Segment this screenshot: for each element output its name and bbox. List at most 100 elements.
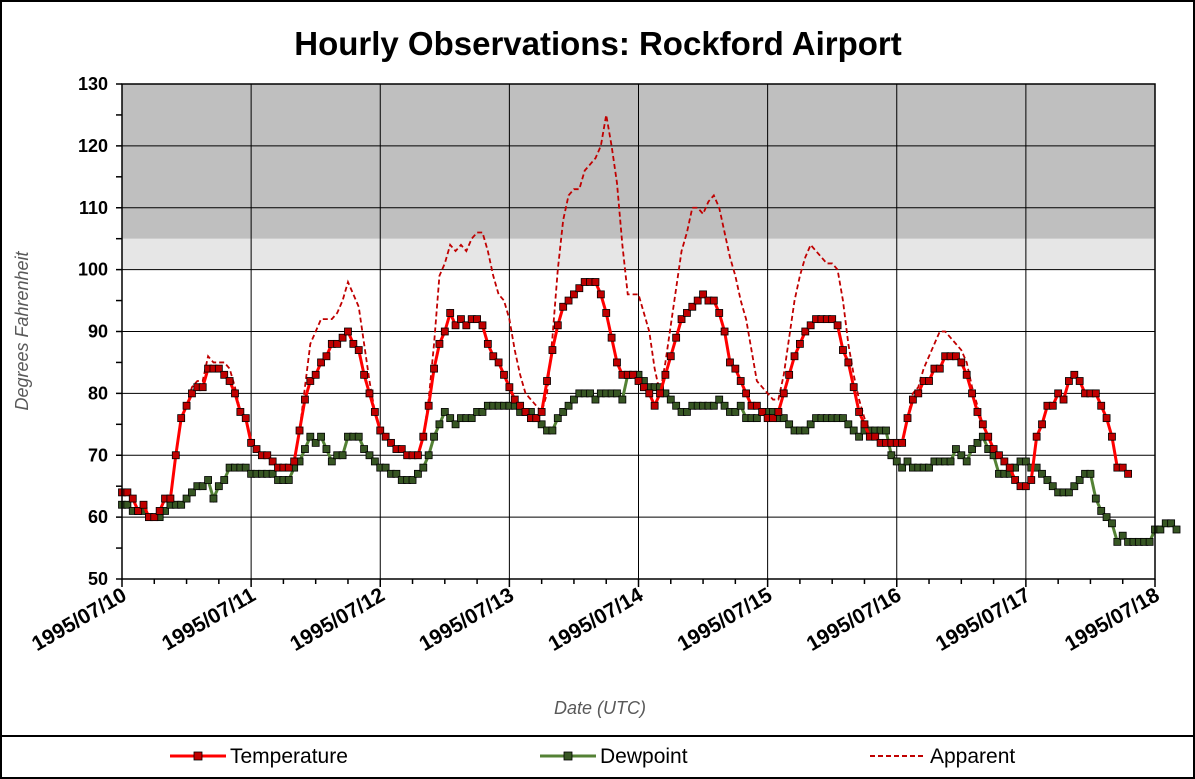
data-point-dewpoint: [392, 469, 401, 478]
data-point-dewpoint: [1070, 482, 1079, 491]
data-point-dewpoint: [1102, 513, 1111, 522]
data-point-temperature: [607, 333, 616, 342]
axes: [116, 83, 1156, 587]
data-point-temperature: [715, 309, 724, 317]
data-point-dewpoint: [241, 463, 250, 472]
data-point-temperature: [171, 451, 180, 460]
data-point-temperature: [387, 438, 395, 447]
data-point-temperature: [978, 420, 987, 429]
data-point-temperature: [360, 370, 369, 379]
data-point-temperature: [661, 370, 670, 379]
data-point-temperature: [537, 408, 546, 416]
data-point-dewpoint: [467, 414, 476, 423]
data-point-temperature: [214, 364, 223, 373]
data-point-temperature: [301, 395, 309, 404]
data-point-temperature: [521, 408, 530, 416]
data-point-temperature: [925, 377, 933, 385]
data-point-dewpoint: [968, 445, 976, 453]
data-point-dewpoint: [1156, 525, 1165, 534]
data-point-temperature: [844, 358, 853, 367]
data-point-temperature: [683, 309, 691, 317]
data-point-temperature: [709, 296, 718, 305]
data-point-temperature: [1108, 432, 1116, 441]
data-point-temperature: [516, 401, 525, 410]
data-point-temperature: [855, 408, 863, 416]
data-point-temperature: [833, 321, 842, 330]
data-point-dewpoint: [709, 401, 718, 410]
data-point-temperature: [311, 370, 320, 379]
data-point-dewpoint: [1075, 476, 1084, 484]
data-point-temperature: [839, 346, 847, 354]
data-point-dewpoint: [736, 401, 745, 410]
y-tick-label: 130: [78, 74, 108, 94]
data-point-temperature: [284, 463, 293, 472]
series-apparent: [122, 114, 1129, 519]
data-point-dewpoint: [381, 463, 390, 472]
data-point-temperature: [758, 408, 767, 416]
data-point-temperature: [333, 339, 342, 348]
data-point-dewpoint: [925, 463, 933, 472]
data-point-temperature: [532, 414, 541, 423]
data-point-dewpoint: [839, 414, 847, 423]
data-point-temperature: [650, 401, 659, 410]
data-point-temperature: [677, 315, 686, 324]
data-point-dewpoint: [1065, 488, 1073, 497]
data-point-temperature: [1118, 463, 1127, 472]
data-point-temperature: [128, 494, 137, 503]
data-point-temperature: [639, 383, 648, 392]
data-point-temperature: [1021, 482, 1030, 491]
data-point-temperature: [785, 370, 794, 379]
data-point-temperature: [602, 309, 611, 317]
y-tick-label: 60: [88, 507, 108, 527]
data-point-dewpoint: [354, 432, 363, 441]
data-point-temperature: [570, 290, 578, 299]
data-point-dewpoint: [715, 395, 724, 404]
y-tick-label: 90: [88, 322, 108, 342]
data-point-temperature: [957, 358, 966, 367]
data-point-temperature: [478, 321, 487, 330]
chart-title: Hourly Observations: Rockford Airport: [294, 25, 902, 62]
series-line-apparent: [122, 114, 1129, 519]
data-point-dewpoint: [188, 488, 196, 497]
data-point-temperature: [457, 315, 465, 324]
data-point-dewpoint: [1043, 476, 1052, 484]
data-point-temperature: [543, 377, 551, 385]
data-point-dewpoint: [204, 476, 212, 484]
data-point-dewpoint: [537, 420, 546, 429]
data-point-dewpoint: [591, 395, 600, 404]
data-point-dewpoint: [586, 389, 594, 398]
data-point-temperature: [150, 513, 159, 522]
data-point-dewpoint: [1145, 537, 1154, 546]
data-point-dewpoint: [446, 414, 455, 423]
data-point-temperature: [548, 346, 557, 354]
data-point-dewpoint: [1097, 507, 1106, 515]
data-point-temperature: [198, 383, 207, 392]
data-point-temperature: [908, 395, 917, 404]
data-point-temperature: [354, 346, 363, 354]
data-point-temperature: [414, 451, 422, 460]
data-point-dewpoint: [672, 401, 681, 410]
data-point-temperature: [440, 327, 449, 336]
data-point-dewpoint: [338, 451, 347, 460]
data-point-temperature: [134, 507, 143, 515]
data-point-temperature: [290, 457, 299, 466]
data-point-temperature: [505, 383, 514, 392]
data-point-temperature: [645, 389, 654, 398]
data-point-temperature: [462, 321, 471, 330]
data-point-temperature: [188, 389, 196, 398]
data-point-temperature: [241, 414, 250, 423]
data-point-temperature: [984, 432, 993, 441]
data-point-dewpoint: [720, 401, 729, 410]
data-point-dewpoint: [360, 445, 369, 453]
data-point-temperature: [1027, 476, 1036, 484]
data-point-dewpoint: [564, 401, 573, 410]
data-point-dewpoint: [752, 414, 761, 423]
data-point-dewpoint: [882, 426, 890, 435]
legend: Temperature Dewpoint Apparent: [170, 745, 1015, 768]
data-point-dewpoint: [365, 451, 374, 460]
legend-label-apparent: Apparent: [930, 745, 1015, 768]
data-point-temperature: [736, 377, 745, 385]
data-point-temperature: [914, 389, 923, 398]
